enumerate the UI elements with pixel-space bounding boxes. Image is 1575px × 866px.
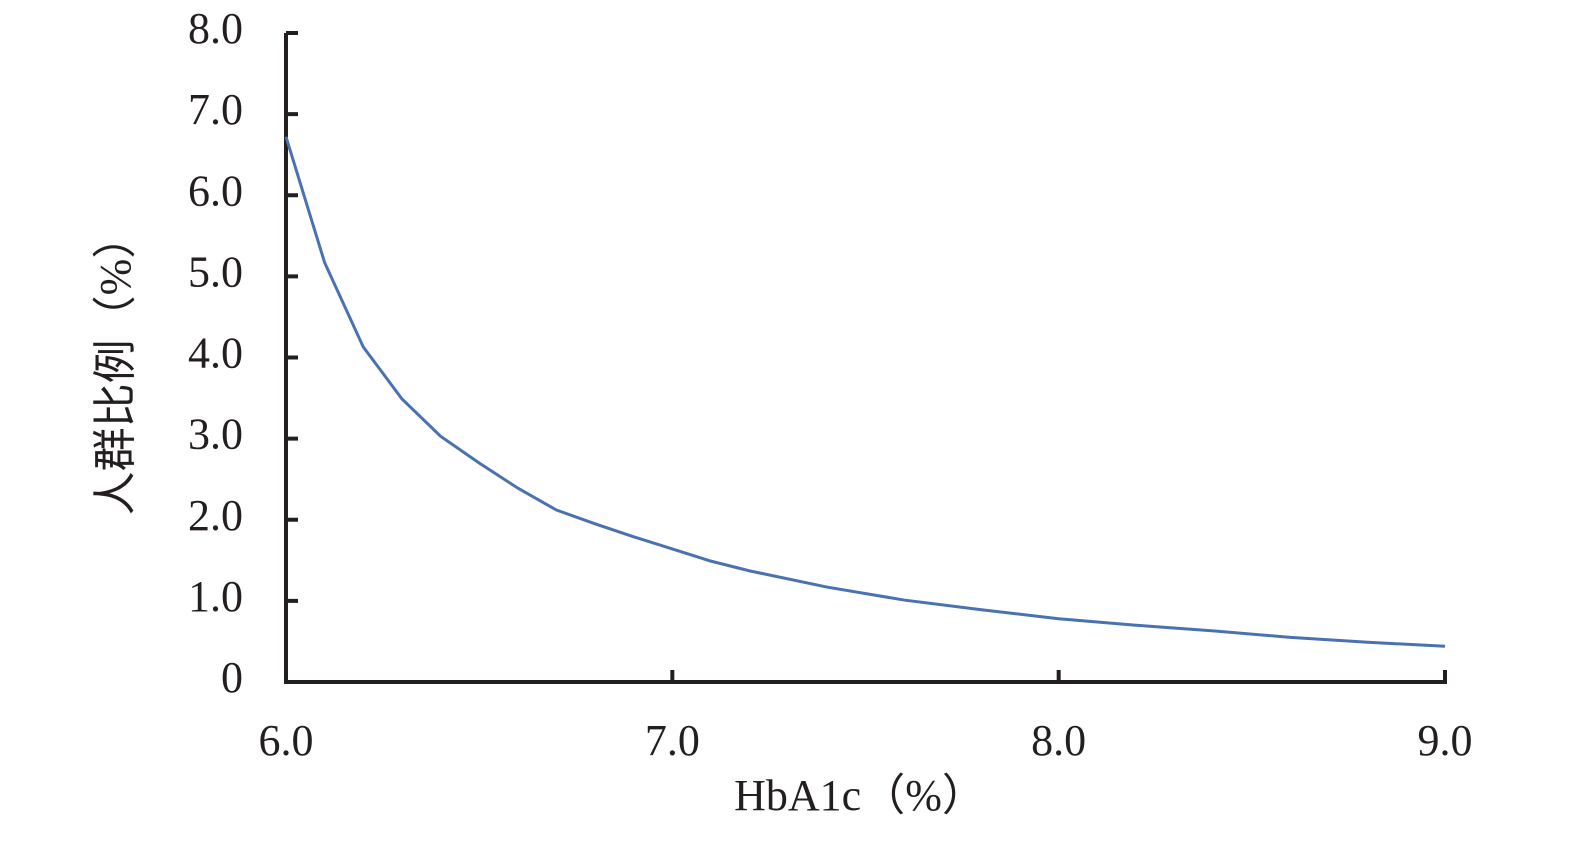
y-tick-label: 6.0 bbox=[188, 166, 243, 215]
x-axis-label: HbA1c（%） bbox=[734, 771, 986, 820]
y-tick-label: 7.0 bbox=[188, 85, 243, 134]
y-tick-label: 0 bbox=[221, 653, 243, 702]
y-tick-label: 5.0 bbox=[188, 247, 243, 296]
x-tick-label: 8.0 bbox=[1031, 716, 1086, 765]
x-tick-label: 9.0 bbox=[1418, 716, 1473, 765]
y-tick-label: 4.0 bbox=[188, 329, 243, 378]
x-tick-label: 6.0 bbox=[259, 716, 314, 765]
y-tick-label: 2.0 bbox=[188, 491, 243, 540]
y-tick-label: 8.0 bbox=[188, 4, 243, 53]
data-line bbox=[284, 136, 1446, 648]
y-tick-label: 3.0 bbox=[188, 410, 243, 459]
y-axis-label: 人群比例（%） bbox=[91, 215, 140, 516]
y-tick-label: 1.0 bbox=[188, 572, 243, 621]
x-tick-label: 7.0 bbox=[645, 716, 700, 765]
